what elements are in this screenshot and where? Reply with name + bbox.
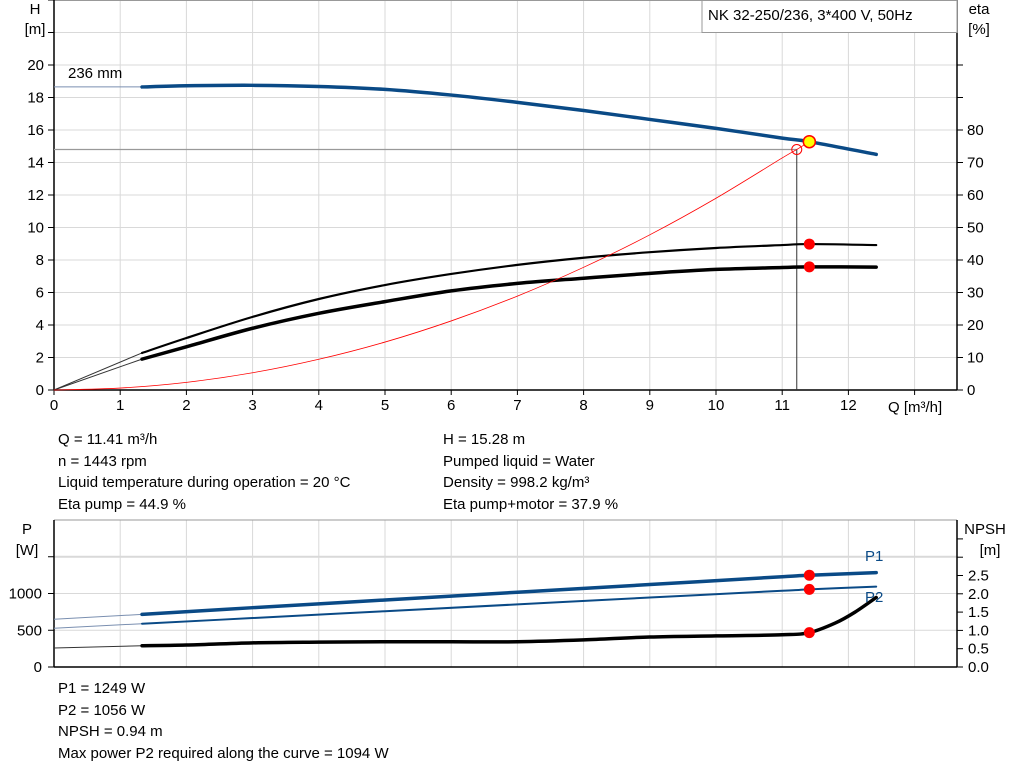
axis-labels: H [m] eta [%] Q [m³/h] 236 mm NK 32-250/… — [16, 0, 1006, 606]
bottom-P2-extension — [53, 623, 143, 629]
eta-tick-label: 30 — [967, 285, 984, 302]
x-tick-label: 3 — [248, 397, 256, 414]
x-tick-label: 6 — [447, 397, 455, 414]
p1-curve-label: P1 — [865, 548, 883, 565]
info-flow: Q = 11.41 m³/h — [58, 431, 158, 448]
x-tick-label: 11 — [774, 397, 790, 414]
info-top-right: H = 15.28 m Pumped liquid = Water Densit… — [443, 429, 618, 515]
eta-tick-label: 80 — [967, 122, 984, 139]
p-tick-label: 1000 — [9, 586, 42, 603]
p1-duty-point — [803, 569, 815, 581]
p2-duty-point — [803, 583, 815, 595]
x-tick-label: 1 — [116, 397, 124, 414]
eta-tick-label: 0 — [967, 382, 975, 399]
top-eta-pump-motor-curve — [140, 265, 878, 361]
h-tick-label: 10 — [27, 220, 44, 237]
x-tick-label: 9 — [646, 397, 654, 414]
bottom-P1-extension — [53, 613, 143, 620]
info-max-p2: Max power P2 required along the curve = … — [58, 744, 389, 762]
info-eta-pump-motor: Eta pump+motor = 37.9 % — [443, 495, 619, 513]
eta-pump-motor-duty-point — [803, 261, 815, 273]
info-eta-pump: Eta pump = 44.9 % — [58, 495, 186, 513]
bottom-chart-grid: 0 500 1000 0.00.5 1.01.52.02.5 — [9, 519, 989, 676]
eta-tick-label: 20 — [967, 317, 984, 334]
bottom-P1-curve — [140, 570, 878, 617]
eta-tick-label: 60 — [967, 187, 984, 204]
info-bottom: P1 = 1249 W P2 = 1056 W NPSH = 0.94 m Ma… — [58, 678, 389, 764]
requested-point-marker — [791, 144, 803, 155]
p2-curve-label: P2 — [865, 589, 883, 606]
top-eta-pump-motor-extension — [53, 358, 143, 391]
h-tick-label: 14 — [27, 155, 44, 172]
bottom-NPSH-curve — [140, 595, 878, 648]
curve-label-236mm: 236 mm — [68, 65, 122, 82]
npsh-tick-label: 1.0 — [968, 622, 989, 639]
h-axis-unit: [m] — [25, 21, 46, 38]
npsh-axis-unit: [m] — [980, 542, 1001, 559]
h-tick-label: 20 — [27, 57, 44, 74]
info-speed: n = 1443 rpm — [58, 452, 147, 470]
eta-tick-label: 10 — [967, 350, 984, 367]
p-tick-label: 500 — [17, 622, 42, 639]
info-head: H = 15.28 m — [443, 431, 526, 448]
x-tick-label: 2 — [182, 397, 190, 414]
info-top-left: Q = 11.41 m³/h n = 1443 rpm Liquid tempe… — [58, 429, 350, 515]
pump-title: NK 32-250/236, 3*400 V, 50Hz — [708, 7, 913, 24]
top-system-curve-curve — [53, 141, 810, 391]
h-tick-label: 18 — [27, 90, 44, 107]
top-eta-pump-extension — [53, 352, 143, 391]
eta-axis-unit: [%] — [968, 21, 990, 38]
pump-title-box — [701, 0, 958, 33]
h-tick-label: 4 — [36, 317, 44, 334]
p-axis-title: P — [22, 521, 32, 538]
x-axis-title: Q [m³/h] — [888, 399, 942, 416]
info-density: Density = 998.2 kg/m³ — [443, 474, 590, 492]
npsh-tick-label: 2.5 — [968, 568, 989, 585]
p-tick-label: 0 — [34, 659, 42, 676]
head-duty-point — [802, 134, 817, 149]
top-chart-grid: 0 1 2 3 4 5 6 7 8 9 10 11 12024681012141618200102030… — [27, 0, 984, 414]
top-eta-pump-curve — [140, 242, 878, 355]
x-tick-label: 5 — [381, 397, 389, 414]
info-p2: P2 = 1056 W — [58, 701, 146, 719]
npsh-tick-label: 1.5 — [968, 604, 989, 621]
x-tick-label: 10 — [708, 397, 725, 414]
eta-tick-label: 70 — [967, 155, 984, 172]
h-tick-label: 8 — [36, 252, 44, 269]
bottom-P2-curve — [141, 585, 878, 625]
x-tick-label: 4 — [315, 397, 323, 414]
npsh-tick-label: 2.0 — [968, 586, 989, 603]
info-liquid-temperature: Liquid temperature during operation = 20… — [58, 474, 351, 492]
h-tick-label: 2 — [36, 350, 44, 367]
p-axis-unit: [W] — [16, 542, 39, 559]
h-tick-label: 16 — [27, 122, 44, 139]
x-tick-label: 8 — [579, 397, 587, 414]
x-tick-label: 0 — [50, 397, 58, 414]
h-tick-label: 6 — [36, 285, 44, 302]
h-tick-label: 12 — [27, 187, 44, 204]
eta-pump-duty-point — [803, 238, 815, 250]
eta-tick-label: 40 — [967, 252, 984, 269]
info-pumped-liquid: Pumped liquid = Water — [443, 452, 595, 470]
top-head-curve — [140, 83, 878, 157]
chart-marks — [53, 83, 878, 649]
bottom-NPSH-extension — [53, 645, 143, 649]
h-tick-label: 0 — [36, 382, 44, 399]
h-axis-title: H — [30, 1, 41, 18]
eta-axis-title: eta — [969, 1, 991, 18]
info-npsh: NPSH = 0.94 m — [58, 723, 163, 741]
x-tick-label: 7 — [513, 397, 521, 414]
x-tick-label: 12 — [840, 397, 857, 414]
npsh-tick-label: 0.5 — [968, 641, 989, 658]
info-p1: P1 = 1249 W — [58, 680, 146, 697]
npsh-duty-point — [803, 627, 815, 639]
eta-tick-label: 50 — [967, 220, 984, 237]
npsh-tick-label: 0.0 — [968, 659, 989, 676]
npsh-axis-title: NPSH — [964, 521, 1006, 538]
